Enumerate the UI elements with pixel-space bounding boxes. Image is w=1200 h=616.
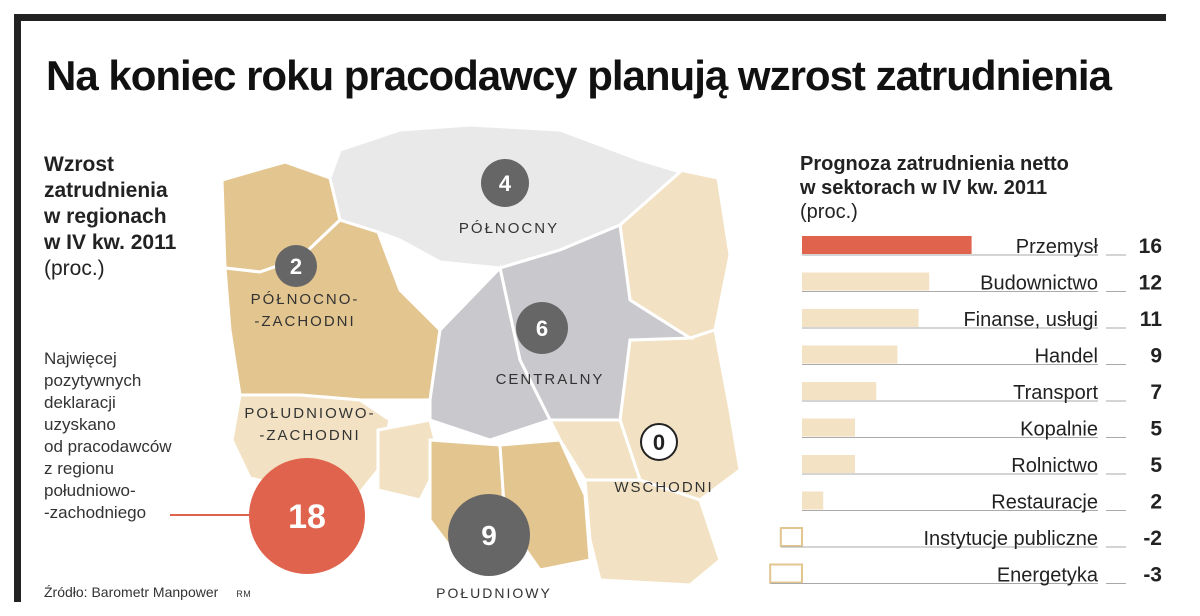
sector-label: Rolnictwo [1011, 455, 1098, 477]
region-value-label: 2 [290, 254, 302, 279]
sector-value: 7 [1150, 381, 1162, 404]
note-line: uzyskano [44, 415, 116, 434]
region-value-label: 18 [288, 498, 326, 536]
region-shape-central-west [428, 264, 553, 442]
source-note: Źródło: Barometr Manpower RM [44, 584, 251, 600]
page-title: Na koniec roku pracodawcy planują wzrost… [46, 52, 1112, 99]
sector-bar-chart: Przemysł 16 Budownictwo 12 Finanse, usługi 11… [769, 235, 1163, 587]
region-name-label: -ZACHODNI [254, 313, 355, 330]
map-labels-layer: 4 PÓŁNOCNY 2 PÓŁNOCNO- -ZACHODNI 6 CENTRALNY 18… [244, 159, 713, 601]
note-line: Najwięcej [44, 349, 117, 368]
author-mark: RM [236, 589, 252, 599]
region-value-label: 4 [499, 171, 512, 196]
region-name-label: WSCHODNI [614, 479, 713, 496]
sector-bar [802, 345, 898, 364]
note-line: -zachodniego [44, 503, 147, 522]
region-value-badge [275, 245, 317, 287]
sector-bar [802, 309, 919, 327]
region-value-badge [448, 494, 530, 576]
map-unit: (proc.) [44, 257, 105, 280]
frame-top-rule [14, 14, 1166, 21]
region-name-label: PÓŁNOCNO- [251, 291, 360, 308]
note-line: od pracodawców [44, 437, 172, 456]
note-line: południowo- [44, 481, 136, 500]
map-heading-line: zatrudnienia [44, 179, 168, 202]
sector-bar [779, 527, 803, 547]
sector-value: 11 [1140, 308, 1163, 331]
sector-bar [802, 382, 877, 400]
sector-value: 2 [1150, 491, 1162, 514]
sector-value: -2 [1143, 527, 1162, 550]
sector-heading-line: Prognoza zatrudnienia netto [800, 153, 1069, 175]
region-name-label: POŁUDNIOWY [436, 585, 552, 601]
sector-unit: (proc.) [800, 201, 858, 223]
region-value-label: 9 [481, 520, 497, 551]
sector-value: 12 [1139, 272, 1162, 295]
sector-bar [769, 563, 803, 584]
sector-value: 5 [1150, 418, 1162, 441]
sector-value: -3 [1143, 564, 1162, 587]
sector-bar [802, 455, 855, 473]
region-name-label: CENTRALNY [496, 371, 605, 388]
sector-label: Handel [1035, 346, 1098, 368]
map-heading-line: w IV kw. 2011 [44, 231, 177, 254]
region-name-label: PÓŁNOCNY [459, 220, 559, 237]
note-line: deklaracji [44, 393, 116, 412]
region-name-label: -ZACHODNI [259, 427, 360, 444]
sector-value: 16 [1139, 235, 1162, 258]
frame-left-rule [14, 14, 21, 602]
region-value-badge [640, 423, 678, 461]
sector-label: Restauracje [991, 492, 1098, 514]
sector-label: Instytucje publiczne [923, 528, 1098, 550]
map-heading: Wzrost zatrudnienia w regionach w IV kw.… [44, 152, 234, 282]
sector-label: Finanse, usługi [963, 309, 1098, 331]
region-name-label: POŁUDNIOWO- [244, 405, 375, 422]
note-line: pozytywnych [44, 371, 142, 390]
region-value-badge [249, 458, 365, 574]
region-shape-east-south [583, 478, 722, 587]
region-value-label: 6 [536, 316, 548, 341]
sector-label: Kopalnie [1020, 419, 1098, 441]
source-text: Źródło: Barometr Manpower [44, 584, 219, 600]
sector-bar [802, 272, 930, 291]
highlight-note: Najwięcej pozytywnych deklaracji uzyskan… [44, 348, 214, 524]
sector-value: 9 [1150, 345, 1162, 368]
region-value-label: 0 [653, 430, 665, 455]
sector-bar [802, 236, 972, 254]
sector-label: Przemysł [1016, 236, 1099, 258]
sector-heading: Prognoza zatrudnienia netto w sektorach … [800, 152, 1170, 224]
sector-label: Transport [1013, 382, 1098, 404]
sector-label: Budownictwo [980, 273, 1098, 295]
sector-bar [802, 491, 824, 510]
sector-heading-line: w sektorach w IV kw. 2011 [800, 177, 1048, 199]
region-value-badge [516, 302, 568, 354]
map-heading-line: Wzrost [44, 153, 114, 176]
map-heading-line: w regionach [44, 205, 167, 228]
sector-value: 5 [1150, 454, 1162, 477]
region-value-badge [481, 159, 529, 207]
regions-map: 4 PÓŁNOCNY 2 PÓŁNOCNO- -ZACHODNI 6 CENTRALNY 18… [170, 123, 742, 601]
sector-bar [802, 418, 855, 437]
note-line: z regionu [44, 459, 114, 478]
sector-label: Energetyka [997, 565, 1099, 587]
